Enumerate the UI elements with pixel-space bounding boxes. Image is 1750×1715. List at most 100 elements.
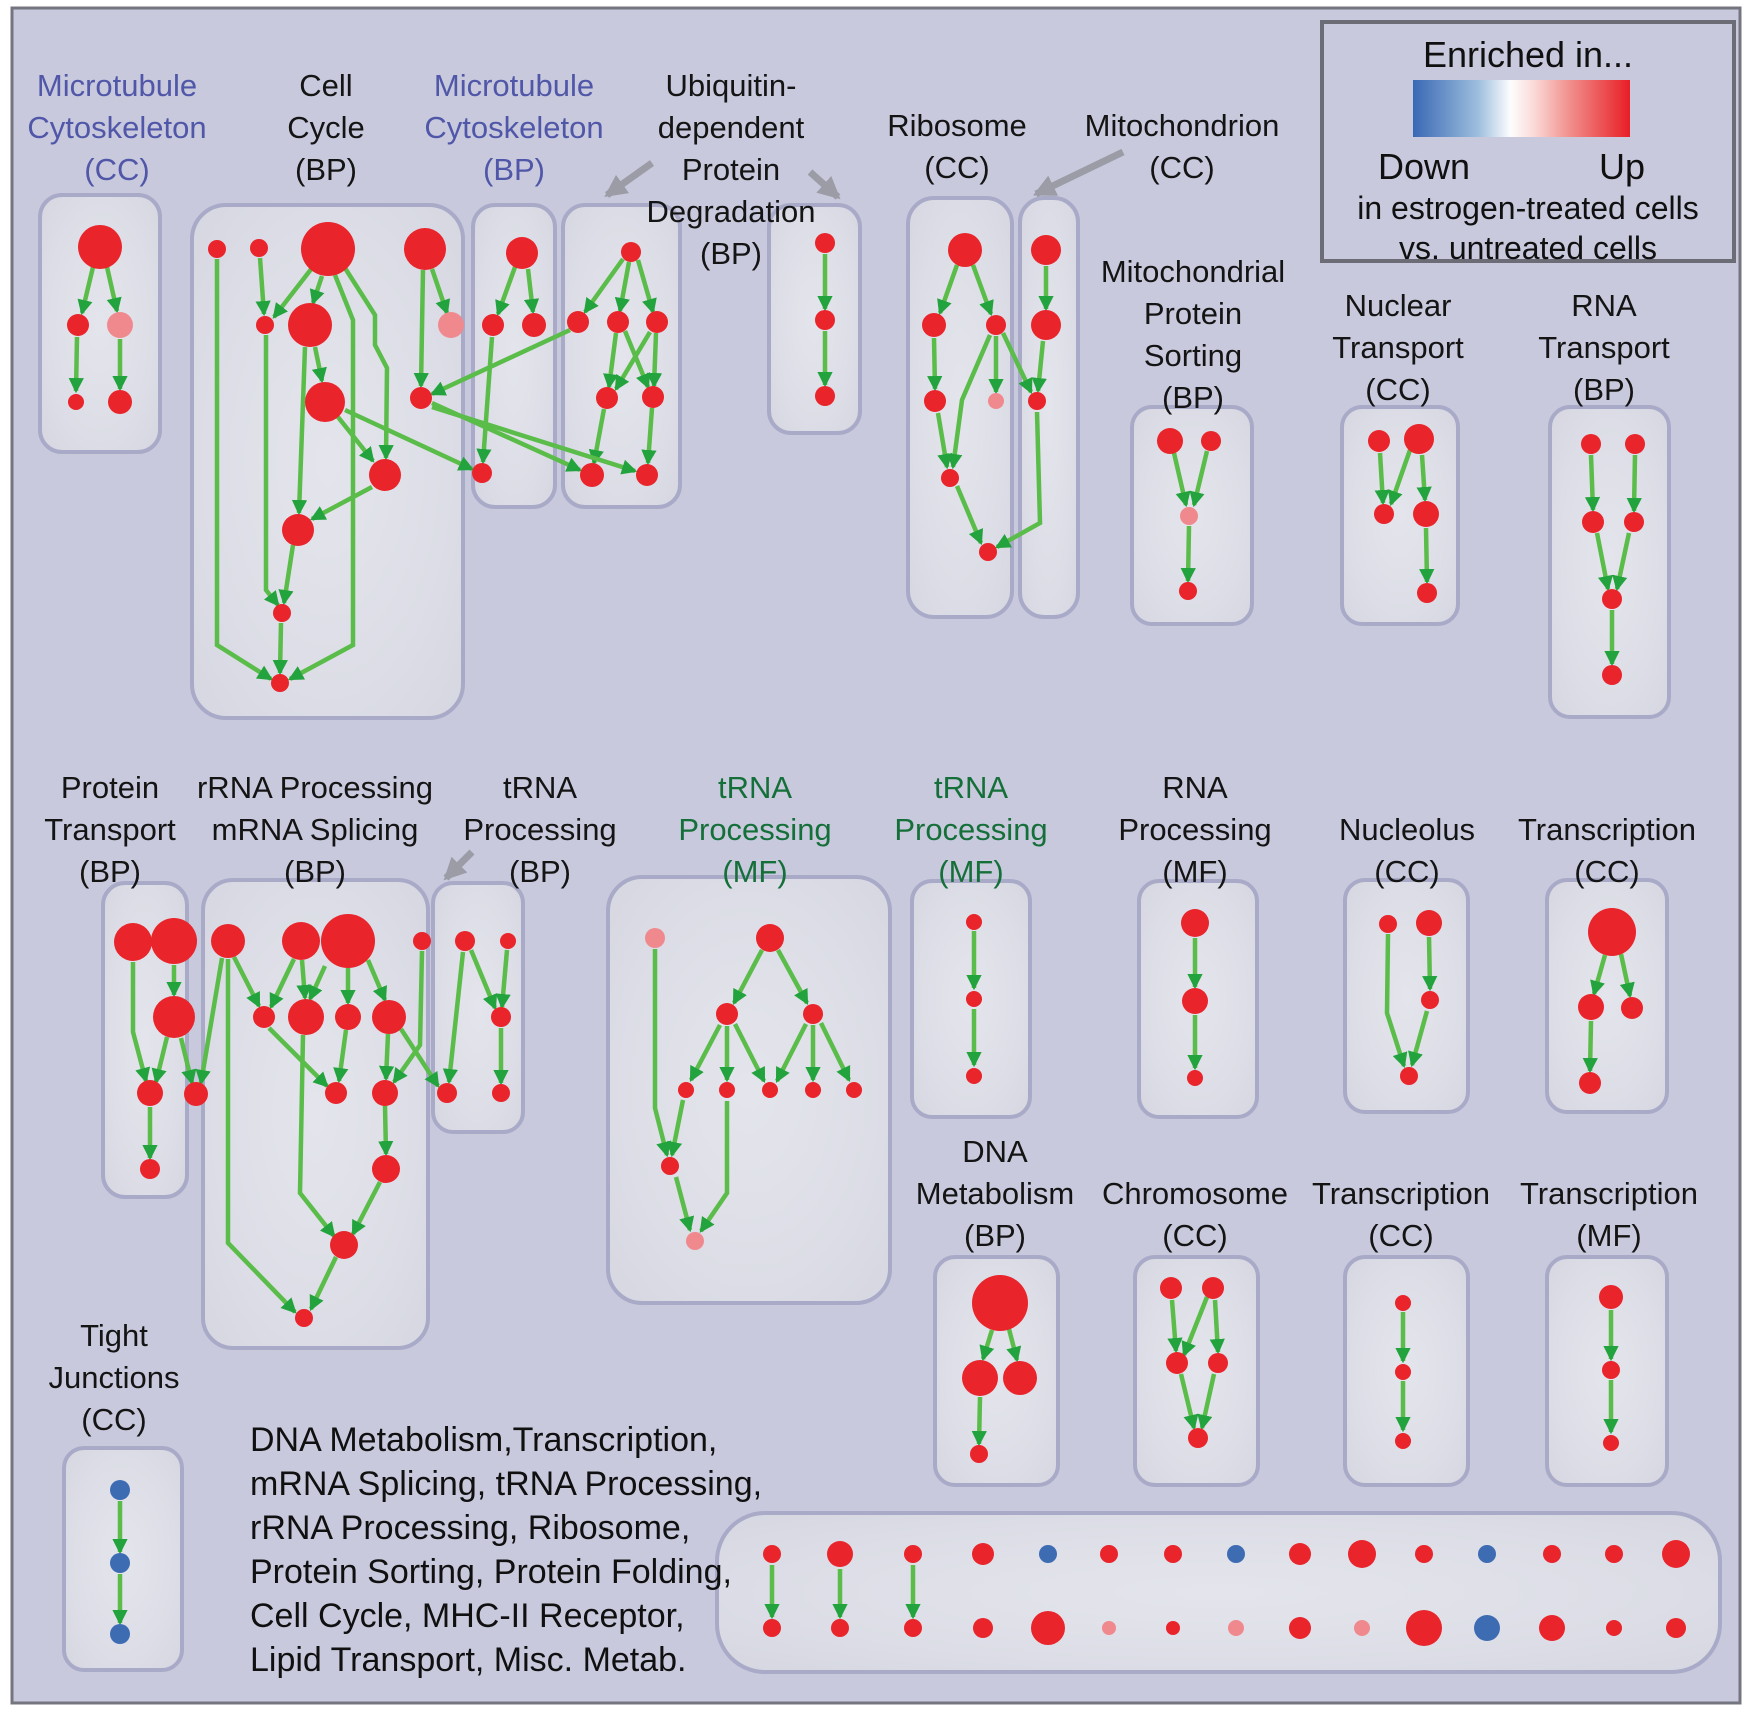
misc-categories-line: Lipid Transport, Misc. Metab. [250, 1641, 687, 1679]
gene-set-node-ribosome [924, 390, 946, 412]
gene-set-node-misc-bottom [1031, 1611, 1065, 1645]
gene-set-node-transcription-mf [1603, 1435, 1619, 1451]
gene-set-node-dna-metabolism [972, 1275, 1028, 1331]
edge-cell-cycle [272, 622, 288, 676]
gene-set-node-trna-bp [491, 1007, 511, 1027]
cluster-label-line: Cytoskeleton [27, 110, 207, 145]
annotation-arrows-layer [443, 148, 1125, 881]
gene-set-node-cell-cycle [301, 222, 355, 276]
cluster-label-trna-mf-big: tRNA Processing (MF) [678, 767, 831, 893]
gene-set-node-nuclear-transport [1404, 424, 1434, 454]
gene-set-node-misc-bottom [904, 1545, 922, 1563]
gene-set-node-tight-junctions [110, 1624, 130, 1644]
cluster-box-nucleolus [1343, 878, 1470, 1114]
gene-set-node-ribosome [986, 315, 1006, 335]
edge-cell-cycle [336, 415, 375, 463]
gene-set-node-trna-mf-big [678, 1082, 694, 1098]
cross-edge [195, 957, 225, 1086]
cluster-label-protein-transport: Protein Transport (BP) [44, 767, 176, 893]
cluster-label-line: Processing [678, 812, 832, 847]
gene-set-node-trna-mf-big [719, 1082, 735, 1098]
cluster-label-line: tRNA [717, 770, 793, 805]
gene-set-node-microtubule-bp [522, 313, 546, 337]
cluster-label-trna-bp: tRNA Processing (BP) [463, 767, 616, 893]
gene-set-node-cell-cycle [208, 240, 226, 258]
gene-set-node-transcription-cc-row2 [1588, 908, 1636, 956]
edge-cell-cycle [309, 275, 325, 306]
edge-trna-bp [468, 949, 498, 1011]
gene-set-node-rrna-mrna [211, 924, 245, 958]
cluster-label-line: (CC) [1162, 1218, 1228, 1253]
legend: Enriched in... Down Up in estrogen-treat… [1320, 20, 1736, 266]
label-pointer-arrow [807, 169, 841, 200]
cluster-box-rna-transport [1548, 405, 1671, 719]
cluster-label-dna-metabolism: DNA Metabolism (BP) [916, 1131, 1075, 1257]
cluster-label-chromosome: Chromosome (CC) [1102, 1173, 1288, 1257]
cluster-box-nuclear-transport [1340, 405, 1460, 626]
cluster-box-misc-bottom [715, 1511, 1722, 1674]
edge-rrna-mrna [231, 955, 262, 1009]
gene-set-node-nucleolus [1421, 991, 1439, 1009]
gene-set-node-cell-cycle [404, 228, 446, 270]
misc-categories-line: DNA Metabolism,Transcription, [250, 1421, 718, 1459]
cluster-label-nucleolus: Nucleolus (CC) [1339, 809, 1475, 893]
edge-ubiquitin-main [614, 261, 632, 314]
gene-set-node-mitochondrion [1031, 310, 1061, 340]
edge-ribosome [935, 412, 953, 470]
gene-set-node-rrna-mrna [325, 1082, 347, 1104]
cross-edge [994, 411, 1043, 549]
gene-set-node-rrna-mrna [413, 932, 431, 950]
edge-microtubule-bp [523, 268, 540, 315]
gene-set-node-microtubule-cc [108, 390, 132, 414]
gene-set-node-ribosome [941, 469, 959, 487]
cluster-box-trna-mf-big [606, 875, 892, 1305]
cluster-label-transcription-cc-row3: Transcription (CC) [1312, 1173, 1490, 1257]
cluster-label-line: (CC) [84, 152, 150, 187]
edge-trna-mf-big [732, 1022, 767, 1084]
gene-set-node-nuclear-transport [1417, 583, 1437, 603]
cluster-label-line: (BP) [1572, 372, 1635, 407]
gene-set-node-microtubule-bp [506, 237, 538, 269]
gene-set-node-rna-transport [1624, 512, 1644, 532]
cluster-label-line: (MF) [1576, 1218, 1642, 1253]
cluster-label-line: Sorting [1143, 338, 1243, 373]
edge-chromosome [1167, 1299, 1183, 1354]
cluster-label-trna-mf-small: tRNA Processing (MF) [894, 767, 1047, 893]
gene-set-node-rrna-mrna [282, 922, 320, 960]
misc-categories-line: Protein Sorting, Protein Folding, [250, 1553, 732, 1591]
gene-set-node-misc-bottom [1354, 1620, 1370, 1636]
gene-set-node-transcription-cc-row3 [1395, 1364, 1411, 1380]
edge-ribosome [937, 264, 960, 316]
cluster-label-line: RNA [1571, 288, 1637, 323]
legend-title: Enriched in... [1422, 34, 1634, 75]
gene-set-node-trna-bp [437, 1083, 457, 1103]
gene-set-node-rna-transport [1582, 511, 1604, 533]
gene-set-node-misc-bottom [763, 1619, 781, 1637]
gene-set-node-trna-mf-big [803, 1004, 823, 1024]
edge-cell-cycle [263, 335, 280, 607]
edge-ribosome [927, 337, 943, 392]
cluster-label-line: Chromosome [1101, 1176, 1289, 1211]
gene-set-node-nucleolus [1379, 915, 1397, 933]
gene-set-node-ubiquitin-main [596, 387, 618, 409]
gene-set-node-misc-bottom [1228, 1620, 1244, 1636]
cluster-label-line: Protein [1143, 296, 1243, 331]
edge-rrna-mrna [268, 958, 297, 1010]
legend-gradient-bar [1413, 80, 1630, 137]
cluster-label-line: Transport [44, 812, 176, 847]
cluster-label-line: Protein [681, 152, 781, 187]
edge-chromosome [1178, 1373, 1199, 1431]
legend-subtitle-2: vs. untreated cells [1399, 230, 1657, 266]
gene-set-node-protein-transport [151, 918, 197, 964]
cluster-label-mito-sorting: Mitochondrial Protein Sorting (BP) [1101, 251, 1285, 419]
gene-set-node-rrna-mrna [330, 1231, 358, 1259]
gene-set-node-rna-transport [1581, 434, 1601, 454]
gene-set-node-trna-mf-big [686, 1232, 704, 1250]
cluster-label-line: DNA [962, 1134, 1028, 1169]
edge-rrna-mrna [297, 1034, 336, 1238]
edge-cell-cycle [291, 346, 308, 516]
edge-nuclear-transport [1416, 454, 1432, 503]
gene-set-node-ribosome [948, 233, 982, 267]
cluster-label-line: Nucleolus [1338, 812, 1476, 847]
gene-set-node-trna-mf-big [756, 924, 784, 952]
